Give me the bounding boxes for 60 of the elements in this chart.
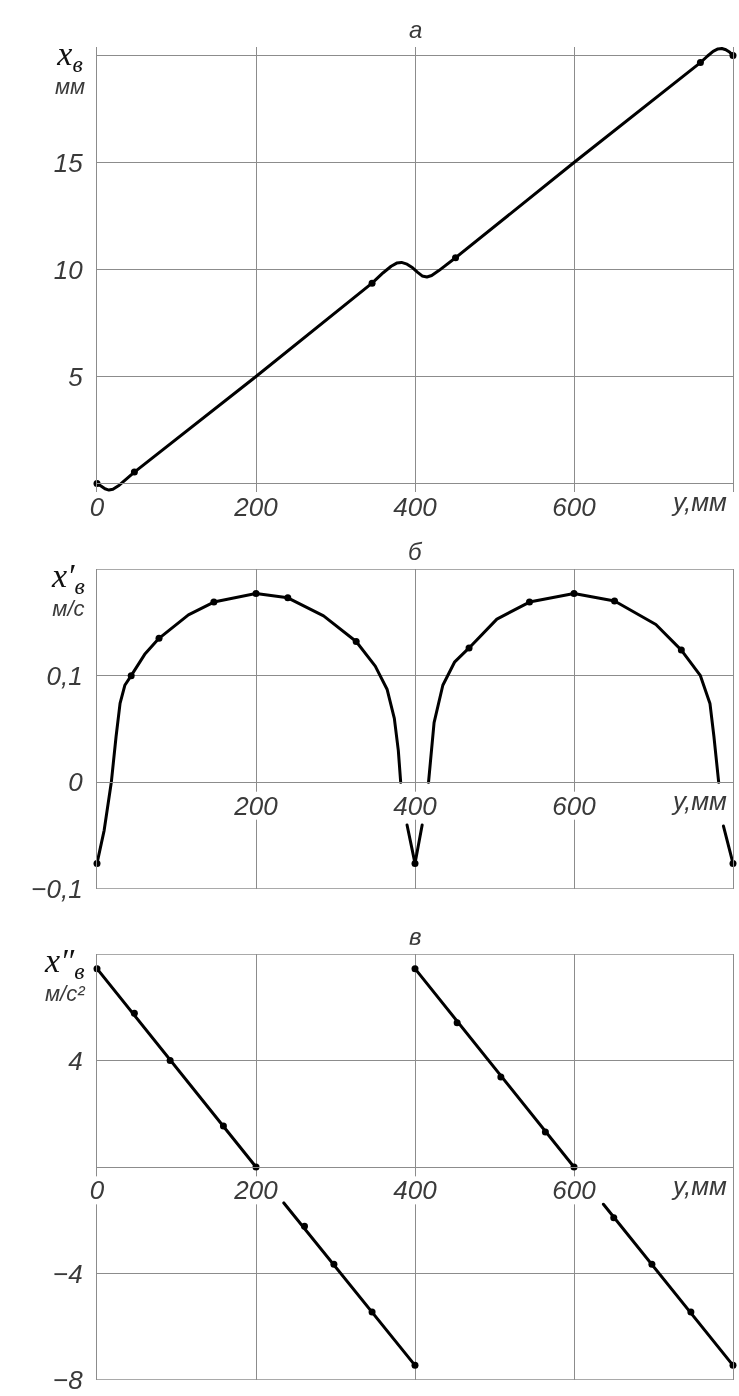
chart-title: б: [408, 538, 423, 565]
x-axis-title: y,мм: [671, 487, 728, 517]
point: [611, 597, 619, 605]
y-tick-label: 0,1: [46, 660, 83, 691]
y-tick-label: −8: [52, 1365, 84, 1396]
point: [284, 594, 292, 602]
y-axis-title: x$_{в}$ мм: [55, 35, 86, 99]
point: [368, 279, 376, 287]
point: [166, 1057, 174, 1064]
x-tick-label: 600: [552, 790, 597, 821]
y-tick-label: −0,1: [31, 874, 83, 905]
point: [453, 1019, 461, 1027]
point: [452, 254, 460, 262]
point: [219, 1122, 227, 1130]
point: [465, 644, 473, 652]
point: [330, 1260, 338, 1268]
point: [648, 1260, 656, 1268]
point: [210, 598, 218, 606]
point: [541, 1128, 549, 1136]
point: [155, 634, 163, 642]
x-tick-label: 200: [233, 790, 279, 821]
x-tick-label: 600: [552, 1175, 597, 1206]
point: [497, 1073, 505, 1081]
point: [525, 598, 533, 606]
point: [696, 59, 704, 67]
point: [301, 1222, 308, 1230]
y-tick-label: 5: [68, 361, 84, 392]
point: [352, 638, 360, 646]
y-tick-label: 15: [53, 147, 84, 178]
point: [677, 646, 685, 654]
point: [610, 1214, 618, 1222]
x-axis-title: y,мм: [671, 1171, 728, 1201]
x-tick-label: 0: [89, 1175, 105, 1206]
point: [130, 1009, 138, 1017]
x-tick-label: 400: [393, 491, 438, 522]
point: [570, 590, 578, 598]
y-tick-label: 4: [68, 1045, 83, 1076]
x-tick-label: 200: [233, 1175, 279, 1206]
y-tick-label: −4: [52, 1258, 83, 1289]
chart-title: в: [409, 923, 422, 950]
x-axis-title: y,мм: [671, 786, 728, 816]
x-tick-label: 400: [393, 1175, 438, 1206]
point: [411, 1361, 419, 1369]
point: [411, 859, 419, 867]
y-tick-label: 10: [53, 254, 84, 285]
point: [411, 965, 419, 973]
y-axis-title: x″$_{в}$ м/с²: [44, 942, 86, 1006]
y-axis-title: x′$_{в}$ м/с: [51, 557, 85, 621]
x-tick-label: 600: [552, 491, 597, 522]
point: [130, 468, 138, 476]
y-tick-label: 0: [68, 767, 84, 798]
x-tick-label: 200: [233, 491, 279, 522]
point: [252, 590, 260, 598]
point: [127, 672, 135, 680]
chart-title: а: [409, 16, 423, 43]
point: [687, 1308, 695, 1316]
point: [368, 1308, 376, 1316]
x-tick-label: 400: [393, 790, 438, 821]
x-tick-label: 0: [89, 491, 105, 522]
line-series: [427, 592, 721, 784]
